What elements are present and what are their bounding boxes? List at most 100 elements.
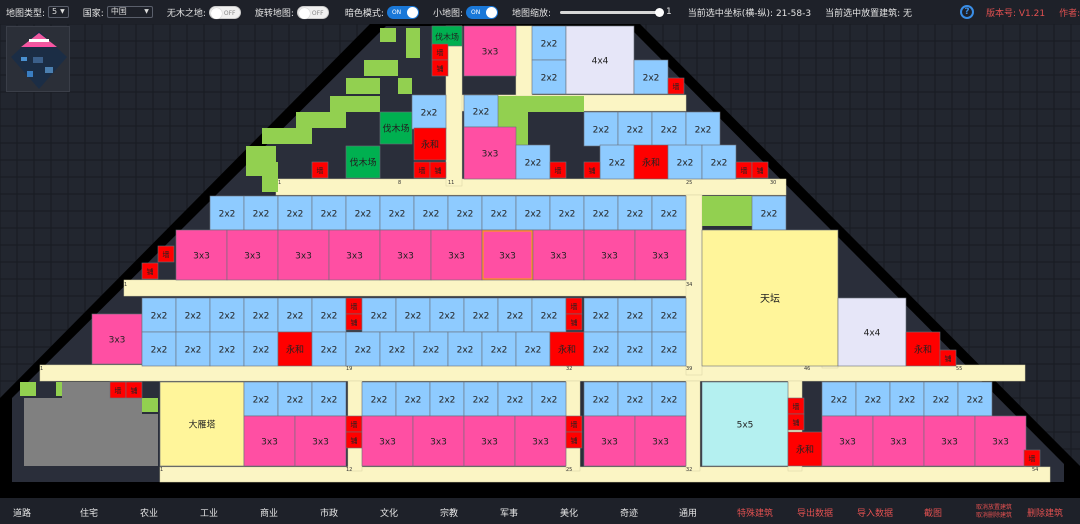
grid-cell: [238, 126, 255, 143]
building-tile: [837, 297, 907, 367]
minimap-toggle[interactable]: ON: [466, 5, 498, 19]
grid-cell: [1071, 109, 1080, 126]
no-wood-toggle[interactable]: OFF: [208, 5, 241, 19]
grid-cell: [816, 75, 833, 92]
grid-cell: [204, 160, 221, 177]
grid-cell: [918, 143, 935, 160]
category-roads[interactable]: 道路: [12, 508, 31, 519]
tree-tile: [296, 112, 346, 128]
export-data-button[interactable]: 导出数据: [796, 508, 833, 519]
building-label: 2x2: [593, 396, 610, 406]
special-buildings-button[interactable]: 特殊建筑: [736, 508, 773, 519]
grid-cell: [782, 109, 799, 126]
grid-cell: [272, 75, 289, 92]
building-label: 2x2: [831, 396, 848, 406]
dark-mode-toggle[interactable]: ON: [386, 5, 419, 19]
coordinate-number: 1: [278, 180, 281, 186]
help-icon[interactable]: ?: [959, 5, 974, 19]
building-tile: [463, 94, 499, 128]
grid-cell: [952, 58, 969, 75]
grid-cell: [1071, 160, 1080, 177]
category-general[interactable]: 通用: [678, 508, 697, 519]
category-military[interactable]: 军事: [499, 508, 518, 519]
building-tile: [515, 144, 551, 180]
grid-cell: [884, 126, 901, 143]
grid-cell: [187, 75, 204, 92]
grid-cell: [1071, 415, 1080, 432]
grid-cell: [68, 211, 85, 228]
grid-cell: [833, 75, 850, 92]
road-tile: [159, 466, 1051, 483]
grid-cell: [1003, 194, 1020, 211]
category-religion[interactable]: 宗教: [439, 508, 458, 519]
grid-cell: [1071, 364, 1080, 381]
grid-cell: [85, 92, 102, 109]
grid-cell: [1054, 228, 1071, 245]
building-tile: [651, 331, 687, 367]
cancel-delete-button[interactable]: 取消删除建筑: [975, 512, 1012, 519]
category-industry[interactable]: 工业: [199, 508, 218, 519]
grid-cell: [1054, 279, 1071, 296]
zoom-slider-thumb[interactable]: [655, 7, 665, 17]
building-label: 2x2: [761, 210, 778, 220]
category-housing[interactable]: 住宅: [79, 508, 98, 519]
building-label: 2x2: [185, 346, 202, 356]
coordinate-number: 30: [770, 180, 776, 186]
grid-cell: [748, 24, 765, 41]
grid-cell: [17, 330, 34, 347]
screenshot-button[interactable]: 截图: [923, 508, 942, 519]
grid-cell: [1054, 177, 1071, 194]
building-label: 2x2: [525, 346, 542, 356]
grid-cell: [935, 143, 952, 160]
building-label: 3x3: [397, 252, 414, 262]
grid-cell: [204, 126, 221, 143]
building-tile: [634, 415, 687, 467]
country-select[interactable]: 中国 ▼: [106, 6, 153, 18]
grid-cell: [0, 143, 17, 160]
building-tile: [328, 229, 381, 281]
building-label: 墙: [351, 420, 358, 429]
grid-cell: [833, 126, 850, 143]
building-tile: [821, 415, 874, 467]
cancel-place-button[interactable]: 取消放置建筑: [975, 504, 1012, 511]
grid-cell: [935, 177, 952, 194]
coordinate-number: 12: [346, 467, 352, 473]
grid-cell: [901, 143, 918, 160]
grid-cell: [1003, 347, 1020, 364]
grid-cell: [306, 24, 323, 41]
city-map[interactable]: 伐木场 伐木场 伐木场 3x3 2x2 2x2 4x4 2x2 2x2 2x2 3x3 2x2 2x2 2…: [0, 24, 1080, 500]
map-type-select[interactable]: 5 ▼: [48, 6, 69, 18]
grid-cell: [884, 92, 901, 109]
rotate-toggle[interactable]: OFF: [296, 5, 329, 19]
grid-cell: [153, 143, 170, 160]
zoom-slider[interactable]: [560, 7, 665, 17]
category-farming[interactable]: 农业: [139, 508, 158, 519]
building-readout: 当前选中放置建筑: 无: [825, 6, 912, 19]
tree-tile: [346, 78, 380, 94]
grid-cell: [1037, 245, 1054, 262]
category-decoration[interactable]: 美化: [559, 508, 578, 519]
minimap[interactable]: [6, 26, 70, 92]
category-culture[interactable]: 文化: [379, 508, 398, 519]
category-municipal[interactable]: 市政: [319, 508, 338, 519]
grid-cell: [1054, 313, 1071, 330]
grid-cell: [1037, 296, 1054, 313]
building-tile: [872, 415, 925, 467]
grid-cell: [986, 58, 1003, 75]
building-tile: [583, 297, 619, 333]
grid-cell: [119, 41, 136, 58]
grid-cell: [1054, 415, 1071, 432]
category-commerce[interactable]: 商业: [259, 508, 278, 519]
building-tile: [531, 25, 567, 61]
import-data-button[interactable]: 导入数据: [856, 508, 893, 519]
grid-cell: [1020, 313, 1037, 330]
category-wonders[interactable]: 奇迹: [619, 508, 638, 519]
building-label: 铺: [131, 386, 138, 395]
delete-building-button[interactable]: 删除建筑: [1026, 508, 1063, 519]
grid-cell: [153, 58, 170, 75]
coordinate-number: 54: [1032, 467, 1038, 473]
building-tile: [361, 381, 397, 417]
building-label: 3x3: [295, 252, 312, 262]
grid-cell: [969, 92, 986, 109]
